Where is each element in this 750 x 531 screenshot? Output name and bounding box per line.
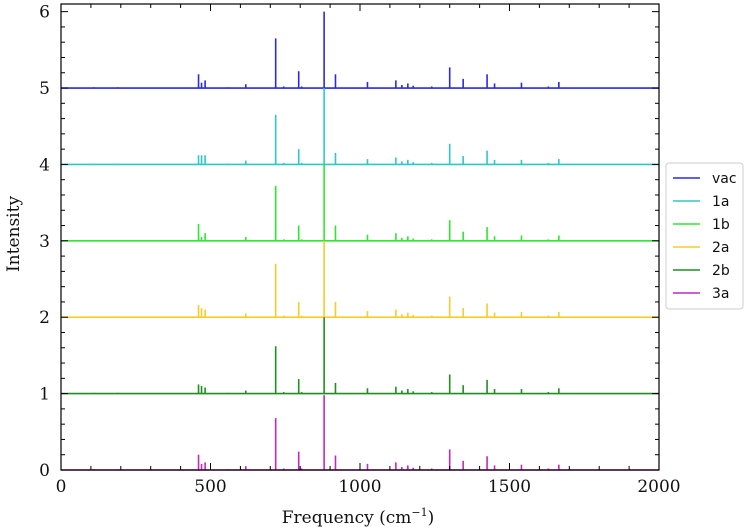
legend-label-2b: 2b	[712, 263, 730, 279]
x-axis-label-sup: −1	[411, 506, 427, 519]
legend-item-2a: 2a	[673, 240, 730, 256]
legend-label-1b: 1b	[712, 217, 730, 233]
series-layer	[61, 11, 659, 471]
legend-box	[665, 162, 744, 310]
ticks-layer: 0 500 1000 1500 2000 0 1 2 3 4 5 6	[39, 3, 680, 497]
legend-label-3a: 3a	[712, 286, 730, 302]
legend-item-1a: 1a	[673, 194, 730, 210]
y-tick-label: 2	[39, 308, 50, 328]
x-tick-label: 1000	[338, 477, 381, 497]
legend-item-3a: 3a	[673, 286, 730, 302]
series-2b	[61, 317, 659, 395]
y-tick-label: 4	[39, 155, 50, 175]
series-3a	[61, 395, 659, 471]
series-2a	[61, 240, 659, 319]
y-tick-label: 0	[39, 461, 50, 481]
legend-item-2b: 2b	[673, 263, 730, 279]
y-tick-label: 6	[39, 3, 50, 23]
y-tick-label: 5	[39, 79, 50, 99]
legend-item-vac: vac	[673, 171, 737, 187]
plot-frame	[60, 3, 660, 471]
legend-label-1a: 1a	[712, 194, 730, 210]
legend-item-1b: 1b	[673, 217, 730, 233]
legend-label-vac: vac	[712, 171, 737, 187]
legend: vac 1a 1b 2a 2b 3a	[665, 162, 744, 310]
series-vac	[61, 11, 659, 89]
series-1a	[61, 88, 659, 166]
axes-layer	[60, 3, 660, 471]
y-tick-label: 1	[39, 385, 50, 405]
y-tick-label: 3	[39, 232, 50, 252]
x-axis-label-close: )	[428, 508, 435, 528]
legend-label-2a: 2a	[712, 240, 730, 256]
x-tick-label: 0	[56, 477, 67, 497]
x-tick-label: 500	[194, 477, 226, 497]
x-tick-label: 1500	[488, 477, 531, 497]
series-1b	[61, 164, 659, 242]
y-axis-label: Intensity	[4, 196, 24, 272]
x-axis-label: Frequency (cm−1)	[282, 506, 434, 528]
x-tick-label: 2000	[637, 477, 680, 497]
